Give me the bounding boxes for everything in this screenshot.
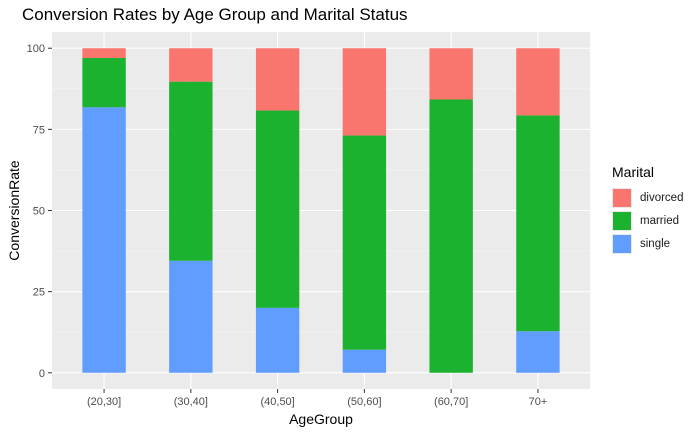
y-tick-label: 75 [33, 124, 45, 136]
bar-single-3 [255, 307, 300, 373]
bar-married-1 [82, 57, 126, 108]
bar-divorced-3 [255, 48, 300, 111]
bar-single-2 [169, 260, 213, 373]
bar-divorced-2 [169, 48, 213, 82]
legend-item-single: single [612, 232, 683, 255]
bar-single-1 [82, 107, 126, 373]
x-tick-label: (30,40] [174, 396, 208, 408]
x-tick-label: (50,60] [347, 396, 381, 408]
x-tick-label: (40,50] [260, 396, 294, 408]
bar-divorced-4 [342, 48, 387, 136]
y-tick-label: 50 [33, 206, 45, 218]
bar-married-3 [255, 110, 300, 308]
x-tick-label: (60,70] [434, 396, 468, 408]
bar-divorced-5 [429, 48, 473, 100]
bar-divorced-6 [516, 48, 560, 116]
bar-married-5 [429, 99, 473, 373]
legend-key-divorced [612, 187, 632, 208]
legend-key-single [612, 233, 632, 254]
legend-key-married [612, 210, 632, 231]
y-tick-label: 100 [27, 43, 45, 55]
x-axis-title: AgeGroup [289, 411, 353, 427]
legend-label-single: single [640, 237, 671, 250]
bar-married-4 [342, 135, 387, 350]
legend-label-married: married [640, 214, 679, 227]
legend-items: divorced married single [612, 186, 683, 255]
bar-divorced-1 [82, 48, 126, 58]
y-axis-title: ConversionRate [6, 160, 22, 261]
bar-married-2 [169, 81, 213, 261]
y-tick-label: 0 [39, 368, 45, 380]
legend-item-married: married [612, 209, 683, 232]
y-tick-label: 25 [33, 287, 45, 299]
legend-title: Marital [612, 164, 655, 180]
bar-married-6 [516, 115, 560, 332]
legend-label-divorced: divorced [640, 191, 684, 204]
x-tick-label: (20,30] [87, 396, 121, 408]
chart-title: Conversion Rates by Age Group and Marita… [22, 5, 408, 24]
legend-item-divorced: divorced [612, 186, 683, 209]
bar-single-4 [342, 349, 387, 373]
bar-single-6 [516, 331, 560, 373]
legend: Marital divorced married single [612, 164, 683, 255]
x-tick-label: 70+ [529, 396, 548, 408]
